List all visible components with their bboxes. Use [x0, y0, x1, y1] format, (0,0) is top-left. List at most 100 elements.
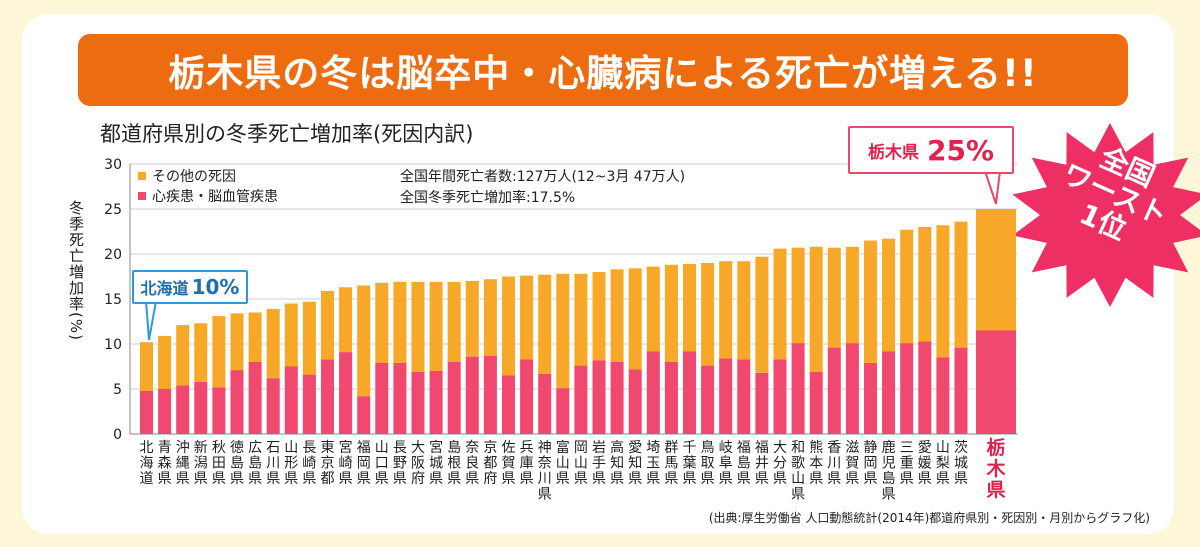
x-tick-label: 鹿児島県	[882, 439, 896, 503]
x-tick-label: 千葉県	[683, 440, 697, 487]
bar-other	[465, 281, 479, 357]
x-tick-label: 山口県	[375, 440, 389, 487]
bar-cardio	[429, 371, 443, 434]
bar-cardio	[447, 362, 461, 434]
bar-other	[976, 209, 1016, 331]
bar-other	[791, 247, 805, 344]
legend-label: 心疾患・脳血管疾患	[152, 189, 278, 205]
bar-other	[194, 323, 208, 382]
x-tick-label: 鳥取県	[701, 440, 715, 487]
bar-cardio	[357, 396, 371, 434]
hokkaido-callout-value: 10%	[191, 275, 240, 299]
x-tick-label: 富山県	[556, 439, 570, 487]
y-tick-label: 0	[113, 427, 122, 443]
bar-cardio	[791, 343, 805, 434]
bar-cardio	[339, 352, 353, 434]
x-tick-label: 静岡県	[864, 440, 878, 487]
y-tick-label: 20	[104, 247, 122, 263]
x-tick-label: 青森県	[158, 440, 172, 487]
bar-cardio	[176, 385, 190, 434]
annotation-text: 全国冬季死亡増加率:17.5%	[400, 189, 575, 206]
x-tick-label: 広島県	[248, 440, 262, 487]
bar-other	[954, 221, 968, 348]
bar-cardio	[628, 369, 642, 434]
annotation-text: 全国年間死亡者数:127万人(12~3月 47万人)	[400, 168, 685, 185]
bar-cardio	[411, 371, 425, 434]
bar-other	[574, 273, 588, 366]
bar-cardio	[976, 330, 1016, 434]
bar-cardio	[465, 356, 479, 434]
bar-other	[357, 285, 371, 397]
bar-other	[755, 256, 769, 373]
bar-cardio	[755, 372, 769, 434]
x-tick-label: 山形県	[284, 440, 298, 487]
x-tick-label: 愛媛県	[918, 440, 932, 487]
bar-cardio	[502, 375, 515, 434]
chart-title: 都道府県別の冬季死亡増加率(死因内訳)	[100, 122, 474, 146]
bar-cardio	[574, 365, 588, 434]
y-tick-label: 30	[104, 157, 122, 173]
legend-swatch	[138, 172, 146, 180]
x-tick-label: 茨城県	[954, 440, 968, 487]
bar-cardio	[375, 362, 389, 434]
x-tick-label: 群馬県	[664, 440, 678, 487]
x-tick-label: 北海道	[140, 440, 154, 487]
y-tick-label: 10	[104, 337, 122, 353]
bar-other	[628, 268, 642, 370]
bar-cardio	[664, 362, 678, 434]
bar-cardio	[266, 378, 280, 434]
bar-other	[538, 274, 552, 374]
bar-other	[339, 287, 353, 353]
bar-cardio	[954, 347, 968, 434]
x-tick-label: 岐阜県	[719, 440, 733, 487]
bar-other	[447, 281, 461, 362]
bar-other	[502, 276, 515, 376]
y-axis-label: 冬季死亡増加率(%)	[67, 200, 85, 341]
bar-cardio	[827, 347, 841, 434]
tochigi-pointer	[983, 170, 1002, 205]
bar-other	[284, 303, 298, 367]
bar-cardio	[918, 341, 932, 434]
bar-cardio	[212, 387, 226, 434]
bar-cardio	[158, 389, 172, 434]
bar-other	[158, 335, 172, 389]
bar-other	[900, 229, 914, 344]
bar-other	[827, 247, 841, 348]
bar-other	[212, 316, 226, 388]
bar-other	[411, 281, 425, 372]
x-tick-label: 徳島県	[230, 440, 244, 487]
bar-other	[864, 240, 877, 363]
y-tick-label: 15	[104, 292, 122, 308]
source-note: (出典:厚生労働省 人口動態統計(2014年)都道府県別・死因別・月別からグラフ…	[708, 511, 1150, 525]
bar-other	[646, 266, 660, 352]
bar-cardio	[737, 359, 751, 434]
bar-other	[809, 246, 823, 372]
bar-other	[176, 325, 190, 386]
x-tick-label: 秋田県	[212, 440, 226, 487]
x-tick-label: 宮崎県	[339, 440, 353, 487]
x-tick-label: 沖縄県	[176, 440, 190, 487]
bar-cardio	[194, 381, 208, 434]
bar-cardio	[520, 359, 534, 434]
y-tick-label: 5	[113, 382, 122, 398]
x-tick-label: 岡山県	[574, 440, 588, 487]
bar-cardio	[556, 388, 570, 434]
bar-cardio	[683, 351, 696, 434]
bar-cardio	[483, 355, 497, 434]
tochigi-callout: 栃木県 25%	[848, 126, 1014, 174]
bar-cardio	[248, 362, 262, 434]
x-tick-label: 埼玉県	[646, 440, 660, 487]
bar-other	[719, 261, 733, 359]
x-tick-label: 和歌山県	[791, 440, 805, 503]
bar-other	[845, 246, 859, 344]
hokkaido-pointer	[144, 300, 158, 341]
x-tick-label: 新潟県	[194, 440, 208, 487]
hokkaido-callout: 北海道 10%	[132, 270, 248, 304]
bar-other	[592, 272, 606, 361]
worst-starburst	[1012, 123, 1200, 307]
bar-other	[701, 263, 715, 366]
headline-banner: 栃木県の冬は脳卒中・心臓病による死亡が増える!!	[78, 34, 1128, 106]
bar-other	[737, 261, 751, 360]
bar-cardio	[393, 362, 407, 434]
tochigi-callout-label: 栃木県	[867, 142, 919, 163]
